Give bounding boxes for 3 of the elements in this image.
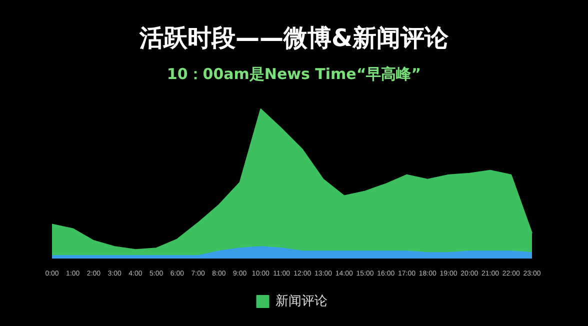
chart-subtitle: 10：00am是News Time“早高峰”: [166, 64, 422, 85]
chart-title: 活跃时段——微博&新闻评论: [138, 23, 450, 54]
legend-label: 新闻评论: [275, 293, 328, 308]
